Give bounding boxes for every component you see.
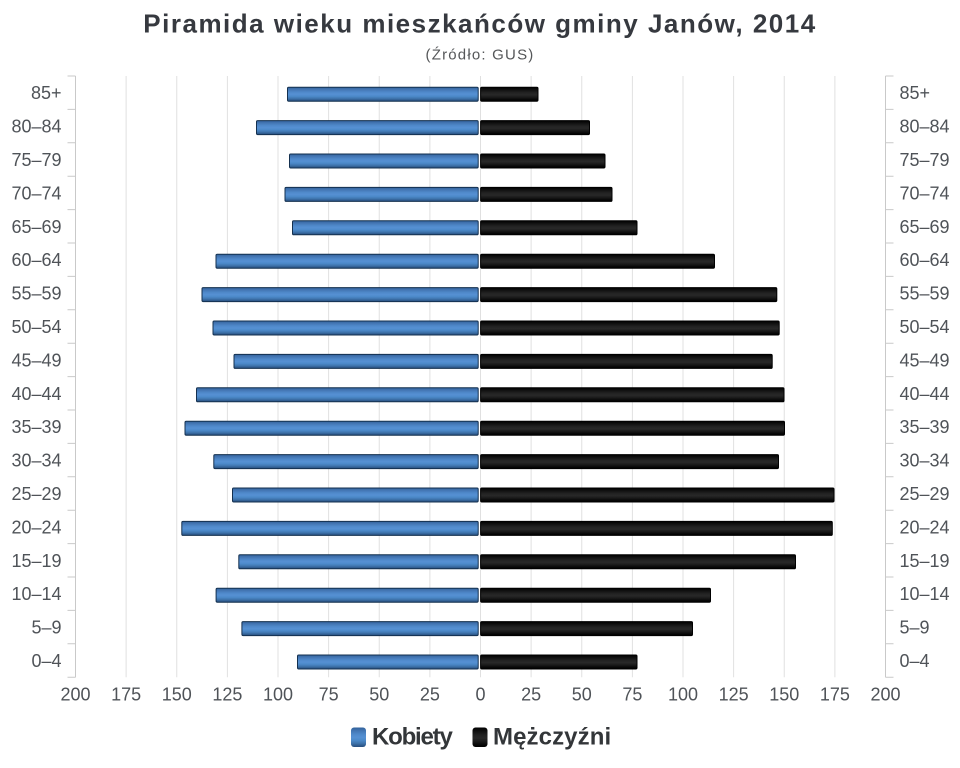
svg-text:10–14: 10–14: [11, 584, 61, 604]
svg-text:200: 200: [60, 685, 90, 705]
svg-text:75: 75: [319, 685, 339, 705]
svg-text:Kobiety: Kobiety: [372, 724, 453, 751]
svg-text:70–74: 70–74: [900, 183, 950, 203]
svg-text:(Źródło: GUS): (Źródło: GUS): [426, 47, 535, 64]
svg-text:75: 75: [622, 685, 642, 705]
svg-text:0: 0: [475, 685, 485, 705]
svg-text:5–9: 5–9: [900, 618, 930, 638]
svg-text:35–39: 35–39: [900, 417, 950, 437]
svg-text:55–59: 55–59: [11, 284, 61, 304]
svg-text:60–64: 60–64: [11, 250, 61, 270]
svg-text:15–19: 15–19: [11, 551, 61, 571]
svg-text:20–24: 20–24: [11, 517, 61, 537]
svg-text:65–69: 65–69: [900, 217, 950, 237]
svg-text:15–19: 15–19: [900, 551, 950, 571]
svg-text:50–54: 50–54: [11, 317, 61, 337]
svg-text:75–79: 75–79: [11, 150, 61, 170]
svg-text:150: 150: [769, 685, 799, 705]
svg-text:30–34: 30–34: [900, 451, 950, 471]
svg-text:85+: 85+: [31, 83, 62, 103]
svg-text:75–79: 75–79: [900, 150, 950, 170]
svg-text:25–29: 25–29: [11, 484, 61, 504]
svg-text:200: 200: [870, 685, 900, 705]
svg-text:25: 25: [521, 685, 541, 705]
svg-text:50–54: 50–54: [900, 317, 950, 337]
svg-text:Mężczyźni: Mężczyźni: [493, 724, 611, 751]
svg-text:175: 175: [820, 685, 850, 705]
svg-text:25: 25: [420, 685, 440, 705]
svg-text:100: 100: [263, 685, 293, 705]
svg-text:20–24: 20–24: [900, 517, 950, 537]
svg-text:35–39: 35–39: [11, 417, 61, 437]
svg-text:45–49: 45–49: [11, 350, 61, 370]
svg-text:65–69: 65–69: [11, 217, 61, 237]
svg-text:100: 100: [668, 685, 698, 705]
svg-text:55–59: 55–59: [900, 284, 950, 304]
svg-text:125: 125: [719, 685, 749, 705]
svg-text:45–49: 45–49: [900, 350, 950, 370]
svg-text:5–9: 5–9: [31, 618, 61, 638]
svg-text:30–34: 30–34: [11, 451, 61, 471]
svg-text:0–4: 0–4: [31, 651, 61, 671]
svg-text:0–4: 0–4: [900, 651, 930, 671]
svg-text:175: 175: [111, 685, 141, 705]
svg-text:10–14: 10–14: [900, 584, 950, 604]
svg-text:60–64: 60–64: [900, 250, 950, 270]
svg-text:50: 50: [369, 685, 389, 705]
svg-text:80–84: 80–84: [900, 117, 950, 137]
svg-text:25–29: 25–29: [900, 484, 950, 504]
svg-text:80–84: 80–84: [11, 117, 61, 137]
svg-text:125: 125: [212, 685, 242, 705]
svg-text:Piramida wieku mieszkańców gmi: Piramida wieku mieszkańców gminy Janów, …: [143, 9, 816, 39]
svg-text:40–44: 40–44: [11, 384, 61, 404]
svg-text:70–74: 70–74: [11, 183, 61, 203]
svg-text:40–44: 40–44: [900, 384, 950, 404]
svg-text:50: 50: [572, 685, 592, 705]
svg-text:85+: 85+: [900, 83, 931, 103]
svg-text:150: 150: [162, 685, 192, 705]
